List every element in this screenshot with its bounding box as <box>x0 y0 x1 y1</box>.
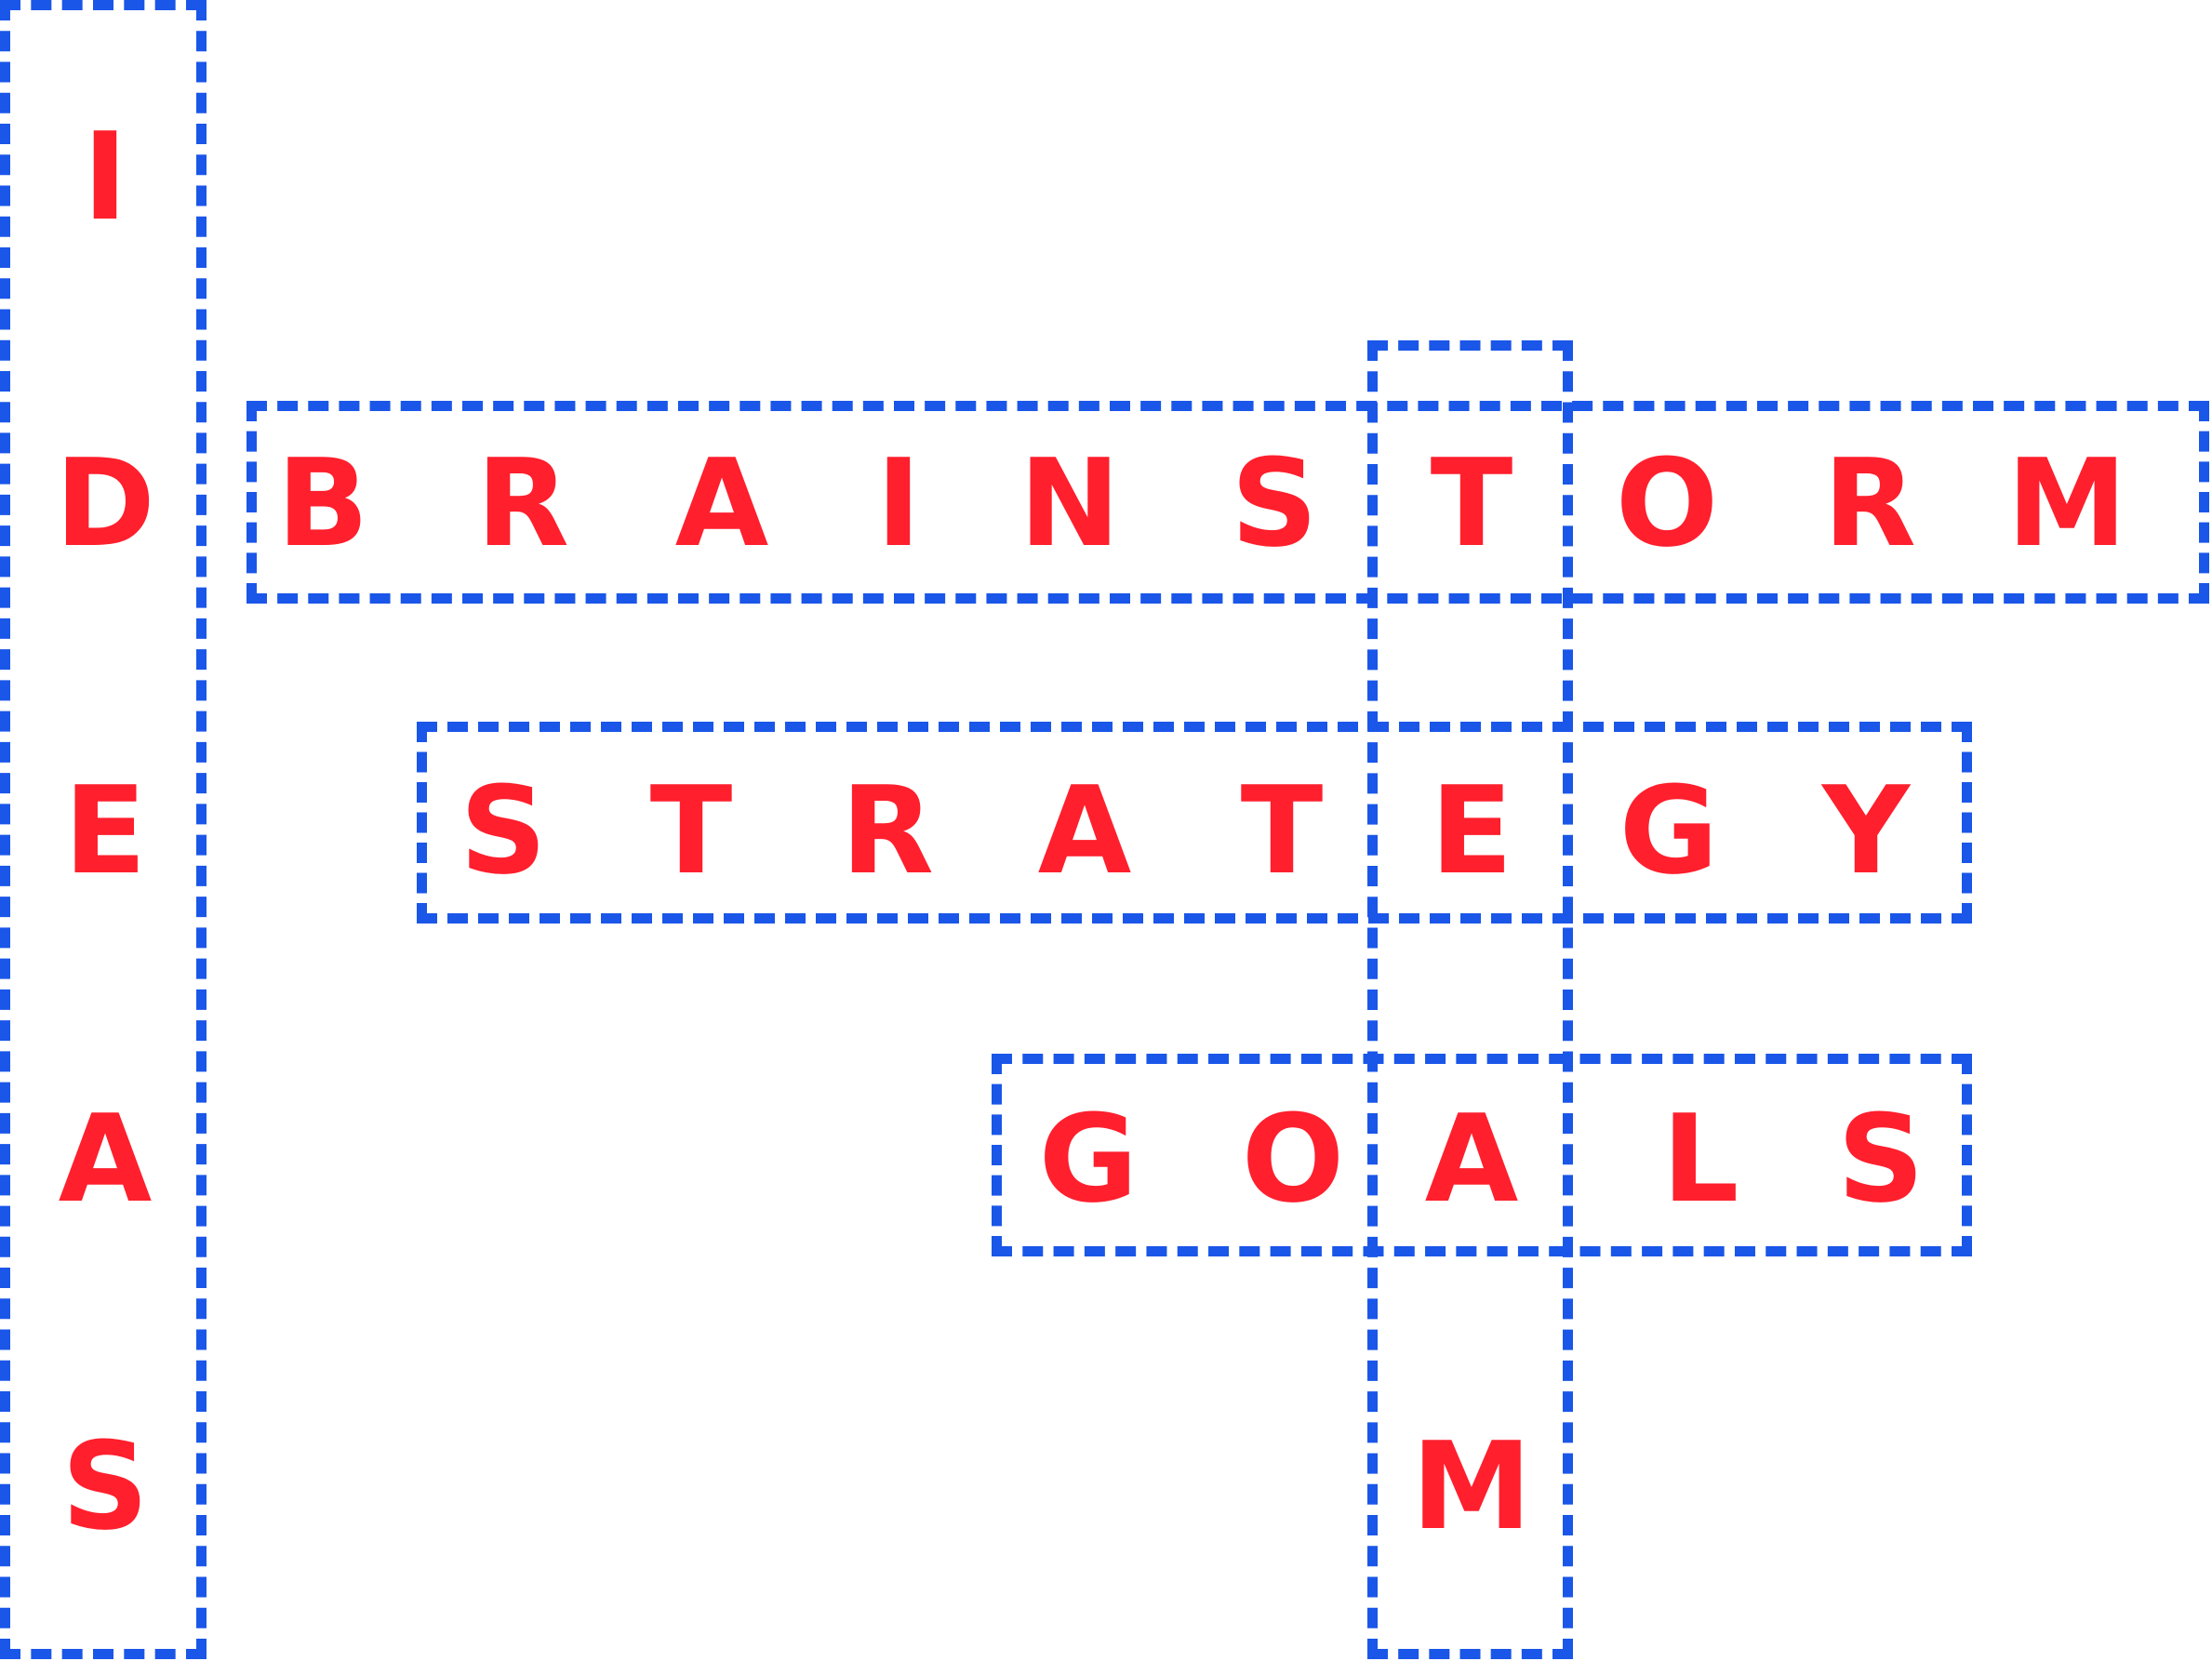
letter-brainstorm-5: N <box>1019 432 1121 574</box>
word-box-brainstorm <box>247 401 2209 604</box>
letter-brainstorm-7: T <box>1430 432 1513 574</box>
letter-strategy-2: T <box>649 760 733 901</box>
letter-ideas-2: D <box>55 432 155 574</box>
letter-strategy-1: S <box>460 760 547 901</box>
letter-brainstorm-10: M <box>2006 432 2127 574</box>
letter-team-3: A <box>1424 1088 1519 1229</box>
word-box-strategy <box>417 722 1972 924</box>
letter-goals-1: G <box>1038 1088 1139 1229</box>
letter-brainstorm-6: S <box>1231 432 1318 574</box>
letter-brainstorm-1: B <box>276 432 369 574</box>
letter-strategy-7: G <box>1619 760 1719 901</box>
letter-ideas-1: I <box>82 106 128 247</box>
word-box-ideas <box>0 0 207 1659</box>
letter-goals-4: L <box>1661 1088 1739 1229</box>
letter-strategy-5: T <box>1240 760 1324 901</box>
word-box-team <box>1367 340 1573 1659</box>
letter-brainstorm-8: O <box>1615 432 1719 574</box>
letter-brainstorm-2: R <box>475 432 570 574</box>
letter-goals-2: O <box>1241 1088 1345 1229</box>
letter-ideas-5: S <box>61 1415 149 1557</box>
letter-goals-5: S <box>1837 1088 1925 1229</box>
letter-ideas-4: A <box>58 1088 153 1229</box>
letter-strategy-3: R <box>840 760 935 901</box>
letter-brainstorm-4: I <box>875 432 922 574</box>
word-box-goals <box>992 1054 1972 1256</box>
letter-strategy-8: Y <box>1821 760 1911 901</box>
letter-ideas-3: E <box>63 760 147 901</box>
letter-team-2: E <box>1430 760 1513 901</box>
letter-strategy-4: A <box>1037 760 1132 901</box>
letter-brainstorm-3: A <box>674 432 769 574</box>
letter-brainstorm-9: R <box>1822 432 1917 574</box>
letter-team-4: M <box>1411 1415 1532 1557</box>
